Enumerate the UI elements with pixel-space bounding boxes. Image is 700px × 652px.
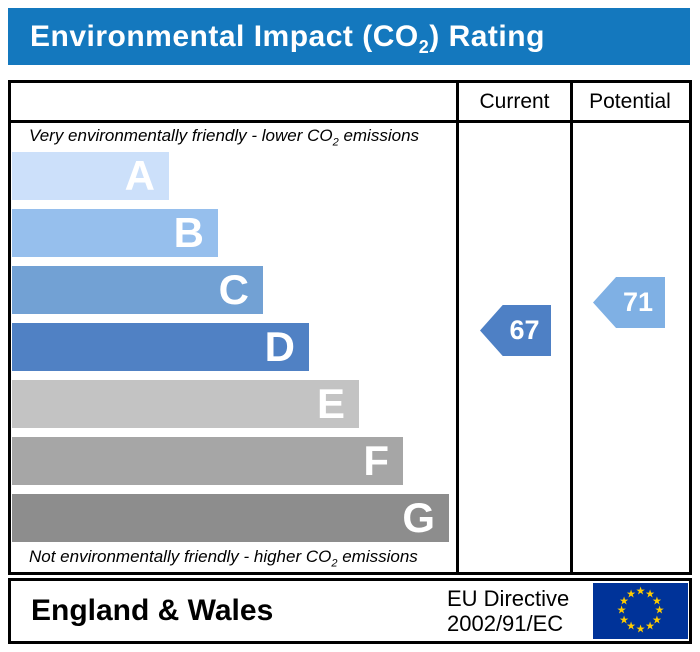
eu-directive-label: EU Directive 2002/91/EC [447, 586, 569, 636]
bottom-note: Not environmentally friendly - higher CO… [29, 547, 418, 570]
column-divider-right [570, 83, 573, 572]
band-bar-d: D [12, 323, 309, 371]
title-bar: Environmental Impact (CO2) Rating [8, 8, 690, 65]
band-bar-a: A [12, 152, 169, 200]
page-title: Environmental Impact (CO2) Rating [30, 19, 545, 57]
band-letter-g: G [402, 494, 435, 541]
band-row-b: B [12, 209, 218, 257]
eu-flag-star: ★ [654, 604, 665, 617]
band-bar-c: C [12, 266, 263, 314]
eu-flag-star: ★ [635, 585, 646, 598]
band-row-c: C [12, 266, 263, 314]
band-bar-b: B [12, 209, 218, 257]
eu-flag-star: ★ [619, 595, 629, 607]
current-rating-value: 67 [509, 315, 540, 345]
band-row-g: G [12, 494, 449, 542]
band-letter-c: C [218, 266, 249, 313]
region-label: England & Wales [31, 594, 274, 627]
potential-rating-arrow: 71 [593, 277, 665, 328]
top-note: Very environmentally friendly - lower CO… [29, 126, 420, 149]
column-divider-left [456, 83, 459, 572]
band-bar-g: G [12, 494, 449, 542]
eu-flag-star: ★ [652, 595, 662, 607]
potential-rating-value: 71 [622, 287, 654, 317]
rating-table: Current Potential Very environmentally f… [8, 80, 692, 575]
eu-flag-star: ★ [635, 623, 646, 636]
band-letter-a: A [124, 152, 155, 199]
eu-flag-star: ★ [616, 604, 627, 617]
eu-directive-line2: 2002/91/EC [447, 611, 564, 636]
column-header-potential: Potential [589, 89, 671, 113]
band-bar-f: F [12, 437, 403, 485]
eu-flag-icon: ★ ★ ★ ★ ★ ★ ★ ★ ★ ★ ★ ★ [593, 583, 688, 639]
eu-flag-star: ★ [645, 588, 655, 601]
eu-flag-star: ★ [619, 614, 629, 626]
eu-directive-line1: EU Directive [447, 586, 570, 611]
column-header-current: Current [479, 89, 550, 113]
band-letter-e: E [316, 380, 345, 427]
band-bar-e: E [12, 380, 359, 428]
band-letter-f: F [363, 437, 389, 484]
band-letter-b: B [173, 209, 204, 256]
current-rating-arrow: 67 [480, 305, 551, 356]
eu-flag-star: ★ [652, 614, 662, 626]
footer-bar: England & Wales EU Directive 2002/91/EC … [8, 578, 692, 644]
eu-flag-star: ★ [626, 620, 636, 633]
band-row-e: E [12, 380, 359, 428]
eu-flag-star: ★ [645, 620, 655, 633]
band-row-f: F [12, 437, 403, 485]
eu-flag-star: ★ [626, 588, 636, 601]
band-letter-d: D [264, 323, 295, 370]
band-row-a: A [12, 152, 169, 200]
band-row-d: D [12, 323, 309, 371]
header-divider [11, 120, 689, 123]
